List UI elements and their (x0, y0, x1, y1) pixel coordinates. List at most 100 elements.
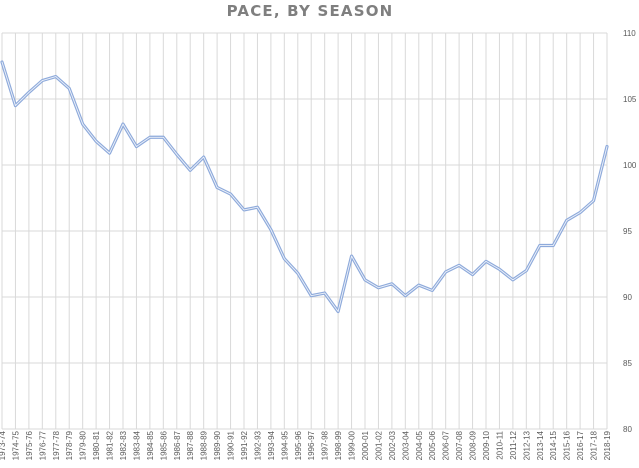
y-tick-label: 105 (623, 95, 637, 104)
data-point (377, 286, 380, 289)
data-point (148, 136, 151, 139)
data-point (605, 145, 608, 148)
data-point (337, 310, 340, 313)
data-point (458, 264, 461, 267)
data-point (350, 254, 353, 257)
x-tick-label: 2012-13 (522, 430, 531, 460)
x-tick-label: 2004-05 (415, 430, 424, 460)
x-tick-label: 1993-94 (267, 430, 276, 460)
y-axis-ticks: 80 85 90 95 100 105 110 (623, 29, 637, 434)
x-tick-label: 1976-77 (38, 430, 47, 460)
x-tick-label: 2017-18 (590, 430, 599, 460)
x-tick-label: 1980-81 (92, 430, 101, 460)
data-point (431, 289, 434, 292)
data-point (417, 284, 420, 287)
y-tick-label: 85 (623, 359, 632, 368)
x-tick-label: 2005-06 (428, 430, 437, 460)
x-tick-label: 2000-01 (361, 430, 370, 460)
x-tick-label: 2013-14 (536, 430, 545, 460)
data-point (54, 75, 57, 78)
data-point (484, 260, 487, 263)
x-tick-label: 1977-78 (52, 430, 61, 460)
x-tick-label: 1975-76 (25, 430, 34, 460)
x-tick-label: 1992-93 (253, 430, 262, 460)
data-point (511, 278, 514, 281)
x-tick-label: 1996-97 (307, 430, 316, 460)
data-point (538, 244, 541, 247)
x-tick-label: 2008-09 (469, 430, 478, 460)
x-tick-label: 2014-15 (549, 430, 558, 460)
data-point (552, 244, 555, 247)
data-point (256, 206, 259, 209)
data-point (41, 79, 44, 82)
x-tick-label: 1988-89 (200, 430, 209, 460)
data-point (216, 186, 219, 189)
data-point (162, 136, 165, 139)
x-tick-label: 1998-99 (334, 430, 343, 460)
data-point (202, 155, 205, 158)
data-point (310, 294, 313, 297)
data-point (390, 282, 393, 285)
x-tick-label: 1995-96 (294, 430, 303, 460)
x-tick-label: 2018-19 (603, 430, 612, 460)
y-tick-label: 110 (623, 29, 636, 38)
x-tick-label: 2001-02 (374, 430, 383, 460)
y-tick-label: 80 (623, 425, 632, 434)
x-axis-ticks: 1973-74 1974-75 1975-76 1976-77 1977-78 1978-… (0, 430, 612, 460)
x-tick-label: 1990-91 (227, 430, 236, 460)
data-point (579, 211, 582, 214)
x-tick-label: 1999-00 (348, 430, 357, 460)
data-point (175, 153, 178, 156)
data-point (242, 208, 245, 211)
data-point (269, 228, 272, 231)
chart-title: PACE, BY SEASON (226, 2, 394, 20)
x-tick-label: 1978-79 (65, 430, 74, 460)
data-point (592, 199, 595, 202)
x-tick-label: 1987-88 (186, 430, 195, 460)
data-point (565, 219, 568, 222)
x-tick-label: 1979-80 (79, 430, 88, 460)
data-point (135, 145, 138, 148)
x-tick-label: 1986-87 (173, 430, 182, 460)
x-tick-label: 1994-95 (280, 430, 289, 460)
x-tick-label: 2007-08 (455, 430, 464, 460)
data-point (323, 291, 326, 294)
data-point (95, 140, 98, 143)
data-point (81, 122, 84, 125)
data-point (444, 270, 447, 273)
x-tick-label: 1974-75 (11, 430, 20, 460)
x-tick-label: 1997-98 (321, 430, 330, 460)
x-tick-label: 2011-12 (509, 430, 518, 459)
x-tick-label: 2006-07 (442, 430, 451, 460)
x-tick-label: 1983-84 (132, 430, 141, 460)
x-tick-label: 2009-10 (482, 430, 491, 460)
data-point (404, 294, 407, 297)
x-tick-label: 2010-11 (495, 430, 504, 459)
data-point (229, 192, 232, 195)
data-point (525, 269, 528, 272)
y-tick-label: 90 (623, 293, 632, 302)
gridlines (1, 32, 608, 430)
x-tick-label: 1973-74 (0, 430, 7, 460)
data-point (498, 268, 501, 271)
data-point (283, 257, 286, 260)
x-tick-label: 2003-04 (401, 430, 410, 460)
data-point (0, 60, 3, 63)
data-point (121, 122, 124, 125)
x-tick-label: 2015-16 (563, 430, 572, 460)
data-point (68, 87, 71, 90)
data-point (296, 272, 299, 275)
x-tick-label: 1984-85 (146, 430, 155, 460)
data-point (27, 91, 30, 94)
series-group (0, 60, 609, 314)
pace-series-line-highlight (1, 61, 608, 312)
data-point (14, 104, 17, 107)
data-point (471, 273, 474, 276)
y-tick-label: 95 (623, 227, 632, 236)
x-tick-label: 2002-03 (388, 430, 397, 460)
x-tick-label: 1982-83 (119, 430, 128, 460)
y-tick-label: 100 (623, 161, 637, 170)
x-tick-label: 2016-17 (576, 430, 585, 460)
data-point (363, 278, 366, 281)
